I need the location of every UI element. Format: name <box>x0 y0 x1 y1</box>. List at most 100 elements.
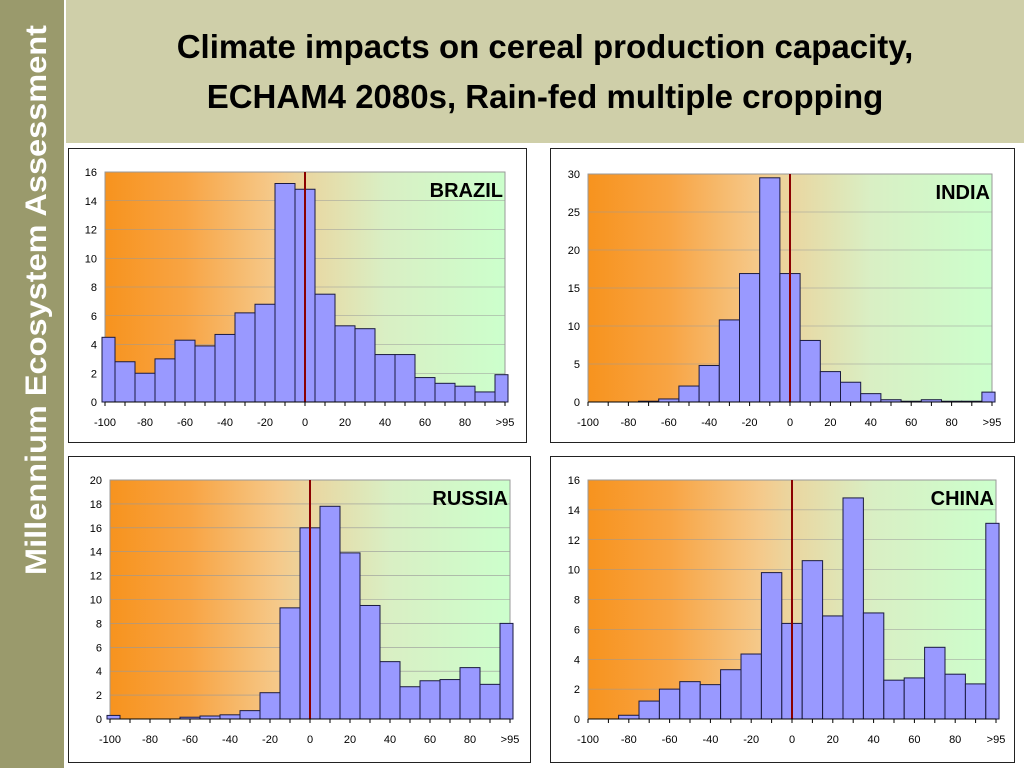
y-tick-label: 18 <box>90 499 102 511</box>
histogram-bar <box>679 681 701 720</box>
y-tick-label: 12 <box>568 535 580 547</box>
y-tick-label: 2 <box>574 684 580 696</box>
histogram-chart: 0 2 4 6 8 10 12 14 16 18 20 -100 -80 -60 -40 -20 0 20 40 60… <box>90 475 520 746</box>
histogram-bar <box>840 381 862 403</box>
histogram-bar <box>279 607 301 720</box>
y-tick-label: 6 <box>91 311 97 323</box>
histogram-bar <box>842 497 864 720</box>
y-tick-label: 10 <box>90 595 102 607</box>
x-tick-label: 80 <box>949 734 961 746</box>
x-tick-label: -100 <box>577 417 599 429</box>
chart-panel-brazil: 0 2 4 6 8 10 12 14 16 -100 -80 -60 -40 -20 0 20 40 60 80 >9… <box>68 148 527 443</box>
histogram-bar <box>319 505 341 720</box>
y-tick-label: 16 <box>85 167 97 179</box>
histogram-bar <box>862 612 885 720</box>
histogram-bar <box>334 325 356 403</box>
histogram-bar <box>239 710 261 720</box>
x-tick-label: 20 <box>339 417 351 429</box>
x-tick-label: -40 <box>701 417 717 429</box>
histogram-bar <box>739 273 761 403</box>
x-tick-label: 20 <box>824 417 836 429</box>
x-tick-label: -20 <box>262 734 278 746</box>
histogram-bar <box>720 669 742 720</box>
histogram-bar <box>234 312 256 403</box>
x-tick-label: 80 <box>464 734 476 746</box>
y-tick-label: 15 <box>568 283 580 295</box>
histogram-chart: 0 5 10 15 20 25 30 -100 -80 -60 -40 -20 0 20 40 60 80 >95… <box>568 169 1002 429</box>
histogram-bar <box>134 372 156 403</box>
histogram-bar <box>314 293 336 403</box>
x-tick-label: 0 <box>789 734 795 746</box>
y-tick-label: 30 <box>568 169 580 181</box>
histogram-bar <box>860 393 882 403</box>
histogram-bar <box>374 354 396 403</box>
x-tick-label: 80 <box>459 417 471 429</box>
x-tick-label: 0 <box>302 417 308 429</box>
x-tick-label: 0 <box>307 734 313 746</box>
x-tick-label: 40 <box>384 734 396 746</box>
y-tick-label: 14 <box>90 547 102 559</box>
histogram-bar <box>658 688 681 720</box>
x-tick-label: -100 <box>577 734 599 746</box>
histogram-bar <box>154 358 176 403</box>
histogram-bar <box>106 714 121 720</box>
y-tick-label: 4 <box>574 654 580 666</box>
x-tick-label: 40 <box>379 417 391 429</box>
y-tick-label: 16 <box>568 475 580 487</box>
histogram-bar <box>944 673 966 720</box>
histogram-bar <box>801 560 824 720</box>
x-tick-label: -20 <box>742 417 758 429</box>
y-tick-label: 0 <box>574 714 580 726</box>
histogram-bar <box>822 615 844 720</box>
histogram-bar <box>759 177 781 403</box>
histogram-bar <box>339 552 361 720</box>
histogram-bar <box>964 683 987 720</box>
x-tick-label: 80 <box>945 417 957 429</box>
chart-title: CHINA <box>931 488 994 510</box>
histogram-bar <box>214 333 236 403</box>
x-tick-label: -40 <box>222 734 238 746</box>
x-tick-label: >95 <box>983 417 1002 429</box>
y-tick-label: 0 <box>91 397 97 409</box>
histogram-bar <box>354 328 376 403</box>
y-tick-label: 2 <box>96 690 102 702</box>
y-tick-label: 8 <box>574 595 580 607</box>
histogram-bar <box>699 684 722 720</box>
histogram-bar <box>359 604 381 720</box>
header-bar <box>66 0 1024 143</box>
histogram-bar <box>174 339 196 403</box>
histogram-bar <box>618 714 640 720</box>
page-title: Climate impacts on cereal production cap… <box>66 22 1024 122</box>
chart-panel-russia: 0 2 4 6 8 10 12 14 16 18 20 -100 -80 -60 -40 -20 0 20 40 60… <box>68 456 531 763</box>
chart-panel-china: 0 2 4 6 8 10 12 14 16 -100 -80 -60 -40 -20 0 20 40 60 80 >9… <box>550 456 1015 763</box>
x-tick-label: -80 <box>620 417 636 429</box>
histogram-bar <box>274 183 296 403</box>
y-tick-label: 5 <box>574 359 580 371</box>
x-tick-label: 60 <box>419 417 431 429</box>
chart-title: BRAZIL <box>430 180 503 202</box>
histogram-chart: 0 2 4 6 8 10 12 14 16 -100 -80 -60 -40 -20 0 20 40 60 80 >9… <box>85 167 515 429</box>
sidebar-banner: Millennium Ecosystem Assessment <box>0 0 64 768</box>
y-tick-label: 6 <box>574 624 580 636</box>
histogram-bar <box>883 679 905 720</box>
x-tick-label: 60 <box>908 734 920 746</box>
histogram-bar <box>259 692 281 720</box>
histogram-bar <box>194 345 216 403</box>
x-tick-label: >95 <box>501 734 520 746</box>
histogram-bar <box>819 371 841 403</box>
histogram-bar <box>439 679 461 720</box>
histogram-bar <box>459 667 481 720</box>
y-tick-label: 25 <box>568 207 580 219</box>
x-tick-label: 40 <box>867 734 879 746</box>
y-tick-label: 4 <box>96 666 102 678</box>
y-tick-label: 14 <box>85 196 97 208</box>
x-tick-label: -60 <box>177 417 193 429</box>
y-tick-label: 20 <box>90 475 102 487</box>
y-tick-label: 10 <box>568 321 580 333</box>
histogram-bar <box>698 365 720 403</box>
chart-title: RUSSIA <box>432 488 508 510</box>
title-line-2: ECHAM4 2080s, Rain-fed multiple cropping <box>206 78 884 115</box>
histogram-bar <box>219 714 241 720</box>
x-tick-label: 60 <box>905 417 917 429</box>
x-tick-label: -60 <box>182 734 198 746</box>
